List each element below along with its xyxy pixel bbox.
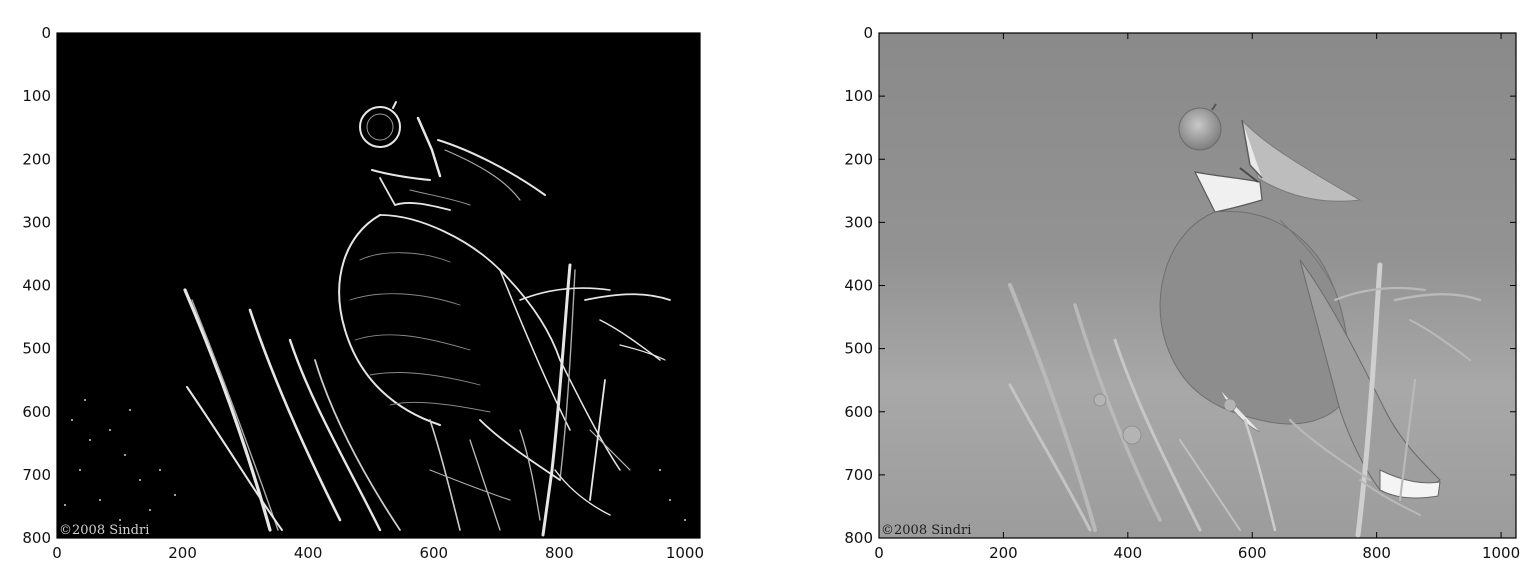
x-tick-label: 1000 bbox=[1482, 544, 1520, 562]
y-tick-label: 400 bbox=[844, 277, 873, 295]
right-watermark: ©2008 Sindri bbox=[881, 523, 971, 538]
y-tick-label: 800 bbox=[844, 529, 873, 547]
y-tick-label: 200 bbox=[844, 150, 873, 168]
x-tick-label: 0 bbox=[52, 544, 62, 562]
x-tick-label: 600 bbox=[1238, 544, 1267, 562]
y-tick-label: 300 bbox=[22, 213, 51, 231]
y-tick-label: 800 bbox=[22, 529, 51, 547]
right-image-panel: ©2008 Sindri 0 200 400 600 800 1000 0 100 200 300… bbox=[844, 24, 1520, 562]
y-tick-label: 500 bbox=[22, 340, 51, 358]
y-tick-label: 0 bbox=[41, 24, 51, 42]
right-berries bbox=[1093, 393, 1237, 445]
left-edge-image bbox=[183, 101, 671, 537]
left-watermark: ©2008 Sindri bbox=[59, 523, 149, 538]
x-tick-label: 200 bbox=[168, 544, 197, 562]
y-tick-label: 300 bbox=[844, 213, 873, 231]
x-tick-label: 800 bbox=[545, 544, 574, 562]
x-tick-label: 0 bbox=[874, 544, 884, 562]
y-tick-label: 700 bbox=[22, 466, 51, 484]
right-grayscale-image bbox=[1159, 103, 1441, 499]
left-axis-ticks: 0 200 400 600 800 1000 0 100 200 300 400 500 600 700 8… bbox=[22, 24, 704, 562]
y-tick-label: 100 bbox=[844, 87, 873, 105]
y-tick-label: 400 bbox=[22, 277, 51, 295]
x-tick-label: 1000 bbox=[666, 544, 704, 562]
x-tick-label: 400 bbox=[1114, 544, 1143, 562]
y-tick-label: 100 bbox=[22, 87, 51, 105]
left-image-panel: ©2008 Sindri 0 200 400 600 800 1000 0 100 200 300… bbox=[22, 24, 704, 562]
x-tick-label: 800 bbox=[1362, 544, 1391, 562]
y-tick-label: 600 bbox=[844, 403, 873, 421]
x-tick-label: 200 bbox=[989, 544, 1018, 562]
y-tick-label: 0 bbox=[863, 24, 873, 42]
left-image-background bbox=[57, 33, 700, 538]
x-tick-label: 600 bbox=[419, 544, 448, 562]
y-tick-label: 600 bbox=[22, 403, 51, 421]
left-image-noise bbox=[64, 399, 686, 521]
y-tick-label: 200 bbox=[22, 150, 51, 168]
right-axis-ticks: 0 200 400 600 800 1000 0 100 200 300 400 500 600 700 8… bbox=[844, 24, 1520, 562]
x-tick-label: 400 bbox=[294, 544, 323, 562]
y-tick-label: 500 bbox=[844, 340, 873, 358]
right-branches bbox=[1008, 262, 1482, 538]
y-tick-label: 700 bbox=[844, 466, 873, 484]
